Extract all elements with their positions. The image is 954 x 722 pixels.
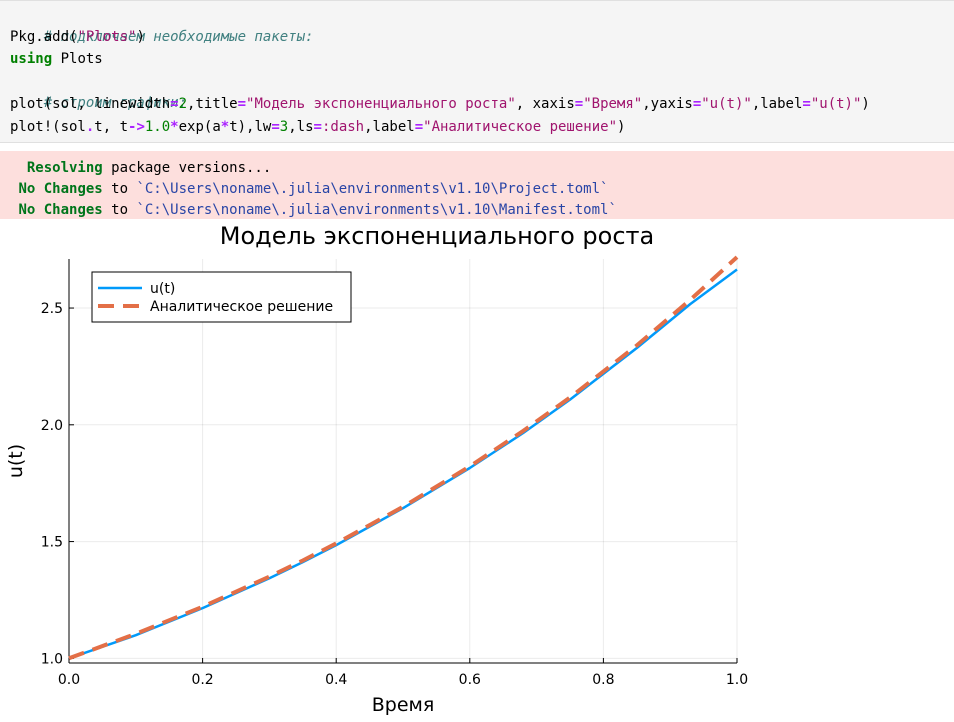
output-line-1: Resolving package versions... [10, 158, 271, 179]
code-token: plot(sol, linewidth [10, 96, 171, 112]
x-tick-label: 0.2 [191, 672, 213, 688]
code-token: , xaxis [515, 96, 575, 112]
legend-label: Аналитическое решение [150, 299, 333, 315]
code-cell[interactable]: # подключаем необходимые пакеты: Pkg.add… [0, 0, 954, 143]
code-operator: * [220, 119, 230, 135]
code-comment: # строим графики: [43, 95, 188, 111]
x-tick-label: 0.0 [58, 672, 80, 688]
code-line-4: # строим графики: [10, 70, 187, 136]
y-tick-label: 1.0 [41, 651, 63, 667]
output-path: `C:\Users\noname\.julia\environments\v1.… [136, 202, 617, 218]
code-string: "Время" [583, 96, 643, 112]
output-status: Resolving [26, 160, 103, 176]
code-operator: = [237, 96, 247, 112]
y-tick-label: 2.0 [41, 418, 63, 434]
code-token: ,label [364, 119, 415, 135]
series-line-1 [68, 255, 739, 661]
code-string: "u(t)" [810, 96, 862, 112]
code-line-3: using Plots [10, 48, 103, 70]
series-line-0 [68, 268, 738, 660]
code-token: t, t [94, 119, 129, 135]
code-token: ,yaxis [642, 96, 693, 112]
output-text: to [102, 181, 137, 197]
code-token: Pkg.add( [10, 29, 78, 45]
code-operator: = [170, 96, 179, 112]
x-tick-label: 1.0 [726, 672, 748, 688]
output-text: package versions... [102, 160, 272, 176]
code-token: ) [136, 29, 145, 45]
code-operator: = [271, 119, 280, 135]
y-tick-label: 2.5 [41, 301, 63, 317]
code-token: ) [861, 96, 870, 112]
code-operator: = [802, 96, 811, 112]
code-line-1: # подключаем необходимые пакеты: [10, 4, 314, 70]
x-axis-label: Время [372, 694, 435, 716]
output-line-3: No Changes to `C:\Users\noname\.julia\en… [10, 200, 617, 221]
output-path: `C:\Users\noname\.julia\environments\v1.… [136, 181, 609, 197]
code-operator: = [313, 119, 322, 135]
plot-output: 0.0 0.2 0.4 0.6 0.8 1.0 1.0 1.5 2.0 2.5 Модель экс… [5, 222, 748, 716]
code-comment: # подключаем необходимые пакеты: [43, 29, 314, 45]
code-keyword: using [10, 51, 53, 67]
code-token: plot!(sol [10, 119, 86, 135]
output-text: to [102, 202, 137, 218]
code-token: ) [617, 119, 626, 135]
output-status: No Changes [18, 181, 103, 197]
code-token: Plots [52, 51, 103, 67]
output-cell: Resolving package versions... No Changes… [0, 151, 954, 219]
x-tick-label: 0.4 [325, 672, 347, 688]
code-operator: -> [128, 119, 145, 135]
x-tick-label: 0.8 [592, 672, 614, 688]
code-string: "u(t)" [701, 96, 752, 112]
output-line-2: No Changes to `C:\Users\noname\.julia\en… [10, 179, 608, 200]
code-line-5: plot(sol, linewidth=2,title="Модель эксп… [10, 93, 870, 115]
y-axis-label: u(t) [5, 444, 27, 478]
code-operator: = [414, 119, 424, 135]
code-token: ,ls [288, 119, 314, 135]
code-token: t),lw [229, 119, 272, 135]
code-token: ,label [751, 96, 803, 112]
code-number: 3 [279, 119, 289, 135]
code-token: ,title [187, 96, 238, 112]
output-status: No Changes [18, 202, 103, 218]
code-line-2: Pkg.add("Plots") [10, 26, 145, 48]
y-tick-label: 1.5 [41, 535, 63, 551]
code-operator: . [85, 119, 95, 135]
x-tick-label: 0.6 [459, 672, 481, 688]
code-number: 1.0 [144, 119, 171, 135]
code-string: "Аналитическое решение" [423, 119, 618, 135]
chart-title: Модель экспоненциального роста [220, 222, 654, 250]
code-string: "Plots" [77, 29, 137, 45]
code-symbol: :dash [321, 119, 365, 135]
code-operator: = [692, 96, 702, 112]
legend-label: u(t) [150, 281, 175, 297]
code-operator: = [574, 96, 584, 112]
code-number: 2 [178, 96, 188, 112]
code-string: "Модель экспоненциального роста" [246, 96, 516, 112]
code-operator: * [170, 119, 179, 135]
code-token: exp(a [178, 119, 221, 135]
code-line-6: plot!(sol.t, t->1.0*exp(a*t),lw=3,ls=:da… [10, 116, 625, 138]
legend-box [91, 271, 352, 323]
